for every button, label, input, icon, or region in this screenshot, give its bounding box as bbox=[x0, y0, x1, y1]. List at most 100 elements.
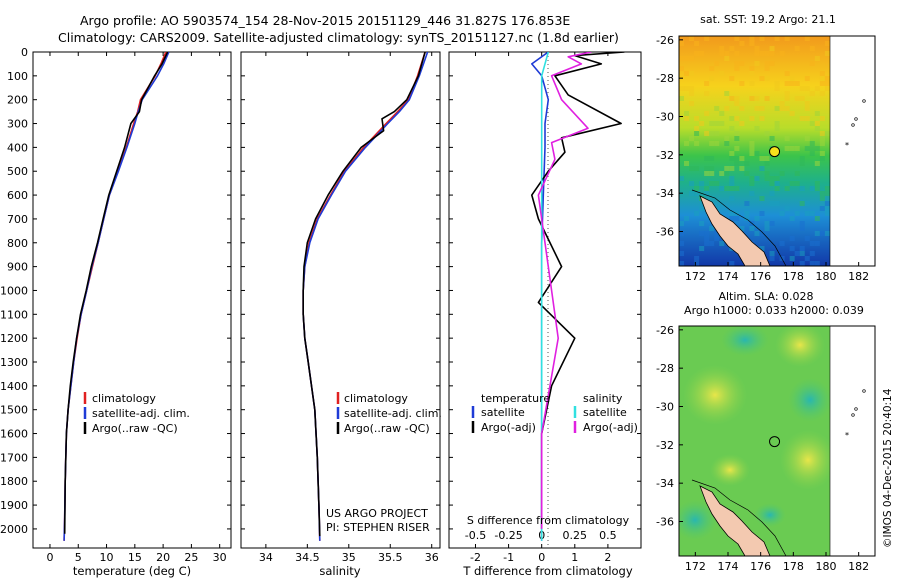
lat-tick-label: -26 bbox=[656, 324, 674, 337]
sla-map-axes: 172 174 176 178 180 182 -26 -28 -30 -32 -34 -36 bbox=[656, 324, 869, 573]
s-x-tick-label: 0.5 bbox=[599, 529, 617, 542]
series-line-salinity-satellite bbox=[540, 52, 550, 541]
sst-pixel bbox=[779, 101, 785, 106]
sst-pixel bbox=[714, 131, 720, 136]
sst-pixel bbox=[694, 166, 700, 171]
sst-pixel bbox=[764, 51, 770, 56]
temperature-panel: 0100200300400500600700800900100011001200… bbox=[0, 46, 232, 578]
sst-pixel bbox=[819, 141, 825, 146]
x-tick-label: 20 bbox=[156, 551, 170, 564]
sla-anomaly-high bbox=[775, 326, 825, 367]
sst-pixel bbox=[824, 206, 830, 211]
sst-pixel bbox=[704, 36, 710, 41]
sst-pixel bbox=[694, 261, 700, 266]
sst-pixel bbox=[794, 211, 800, 216]
sst-pixel bbox=[819, 131, 825, 136]
sst-pixel bbox=[734, 96, 740, 101]
x-tick-label: 0 bbox=[46, 551, 53, 564]
sst-pixel bbox=[824, 51, 830, 56]
sst-pixel bbox=[754, 216, 760, 221]
sst-pixel bbox=[744, 201, 750, 206]
sst-pixel bbox=[734, 51, 740, 56]
sst-pixel bbox=[774, 176, 780, 181]
depth-tick-label: 900 bbox=[7, 261, 28, 274]
sst-pixel bbox=[739, 156, 745, 161]
sst-pixel bbox=[759, 211, 765, 216]
island-star-icon: * bbox=[845, 141, 849, 150]
sst-pixel bbox=[704, 231, 710, 236]
sst-pixel bbox=[784, 81, 790, 86]
sst-pixel bbox=[709, 76, 715, 81]
sst-pixel bbox=[804, 101, 810, 106]
sst-pixel bbox=[699, 231, 705, 236]
sst-pixel bbox=[709, 121, 715, 126]
sst-pixel bbox=[694, 191, 700, 196]
sst-pixel bbox=[694, 256, 700, 261]
legend-label-climatology: climatology bbox=[92, 392, 156, 405]
sst-pixel bbox=[734, 186, 740, 191]
sst-pixel bbox=[679, 261, 685, 266]
legend-label-argo: Argo(..raw -QC) bbox=[92, 422, 178, 435]
sst-pixel bbox=[689, 36, 695, 41]
s-x-tick-label: 0.25 bbox=[563, 529, 588, 542]
north-island-land bbox=[699, 195, 771, 266]
lat-tick-label: -30 bbox=[656, 401, 674, 414]
sst-pixel bbox=[734, 101, 740, 106]
sst-pixel bbox=[709, 66, 715, 71]
x-tick-label: 15 bbox=[128, 551, 142, 564]
s-difference-xlabel: S difference from climatology bbox=[467, 514, 630, 527]
sst-pixel bbox=[769, 251, 775, 256]
sst-pixel bbox=[724, 91, 730, 96]
sst-pixel bbox=[739, 226, 745, 231]
sst-pixel bbox=[714, 231, 720, 236]
sst-pixel bbox=[774, 186, 780, 191]
difference-x-axis: -2 -1 0 1 2-0.5 -0.25 0 0.25 0.5 bbox=[465, 52, 617, 564]
depth-tick-label: 1600 bbox=[0, 428, 28, 441]
sst-pixel bbox=[749, 191, 755, 196]
x-tick-label: 34 bbox=[259, 551, 273, 564]
x-tick-label: 25 bbox=[184, 551, 198, 564]
salinity-legend: climatology satellite-adj. clim. Argo(..… bbox=[336, 392, 442, 435]
sst-pixel bbox=[764, 226, 770, 231]
island-dot bbox=[851, 413, 855, 417]
sst-pixel bbox=[729, 156, 735, 161]
sst-pixel bbox=[809, 146, 815, 151]
series-line-satellite-adj-clim bbox=[302, 52, 429, 541]
sst-pixel bbox=[819, 206, 825, 211]
sst-pixel bbox=[764, 61, 770, 66]
sst-pixel bbox=[689, 71, 695, 76]
lon-tick-label: 172 bbox=[685, 560, 706, 573]
bathymetry-contour bbox=[691, 189, 787, 266]
legend-label-t-satellite: satellite bbox=[481, 406, 525, 419]
sla-anomaly-low bbox=[721, 326, 769, 356]
sst-pixel bbox=[724, 51, 730, 56]
sst-pixel bbox=[714, 141, 720, 146]
sst-pixel bbox=[814, 261, 820, 266]
legend-label-t-argo: Argo(-adj) bbox=[481, 421, 536, 434]
sst-pixel bbox=[794, 251, 800, 256]
t-difference-xlabel: T difference from climatology bbox=[462, 564, 633, 578]
sst-pixel bbox=[764, 176, 770, 181]
series-line-climatology bbox=[302, 52, 426, 541]
sst-pixel bbox=[754, 96, 760, 101]
sst-pixel bbox=[794, 171, 800, 176]
x-tick-label: -1 bbox=[503, 551, 514, 564]
sst-pixel bbox=[799, 116, 805, 121]
sst-pixel bbox=[754, 51, 760, 56]
sst-pixel bbox=[819, 81, 825, 86]
sst-pixel bbox=[684, 141, 690, 146]
x-tick-label: 35 bbox=[342, 551, 356, 564]
sst-pixel bbox=[699, 206, 705, 211]
sst-pixel bbox=[679, 176, 685, 181]
legend-label-satellite: satellite-adj. clim. bbox=[92, 407, 190, 420]
sst-pixel bbox=[804, 106, 810, 111]
sst-pixel bbox=[719, 46, 725, 51]
sla-title-line2: Argo h1000: 0.033 h2000: 0.039 bbox=[684, 304, 864, 317]
island-dot bbox=[854, 117, 858, 121]
sst-pixel bbox=[819, 151, 825, 156]
sst-pixel bbox=[764, 131, 770, 136]
sst-pixel bbox=[754, 126, 760, 131]
x-tick-label: 10 bbox=[100, 551, 114, 564]
sst-pixel bbox=[799, 86, 805, 91]
